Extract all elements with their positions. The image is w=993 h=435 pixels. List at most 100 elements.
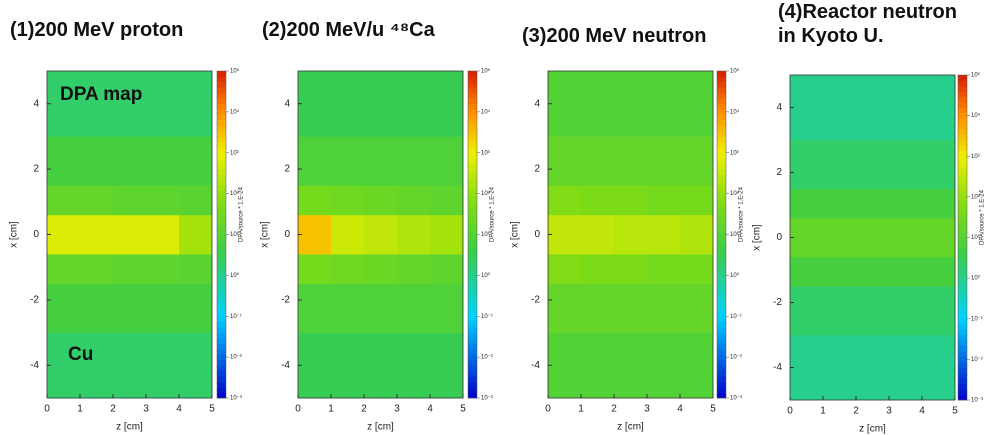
colorbar-segment [717, 103, 726, 110]
heatmap-cell [397, 214, 431, 255]
colorbar-segment [958, 378, 967, 385]
colorbar-segment [717, 98, 726, 104]
colorbar-segment [217, 180, 226, 186]
colorbar-segment [468, 370, 477, 377]
colorbar-tick-label: 10⁵ [730, 68, 740, 75]
colorbar-segment [468, 283, 477, 290]
y-tick-label: 2 [776, 167, 782, 178]
colorbar-segment [468, 278, 477, 284]
colorbar-segment [217, 310, 226, 317]
heatmap-cell [80, 136, 114, 186]
y-tick-label: -4 [773, 362, 782, 373]
colorbar-tick-label: 10⁰ [481, 272, 491, 279]
heatmap-cell [113, 332, 147, 399]
colorbar-label: DPA/source * 1.E-24 [239, 186, 245, 242]
colorbar-segment [717, 327, 726, 333]
colorbar-tick-label: 10¹ [730, 232, 739, 238]
colorbar-segment [717, 348, 726, 355]
heatmap-cell [113, 214, 147, 255]
colorbar-tick-label: 10⁴ [971, 112, 981, 119]
heatmap-cell [548, 185, 582, 216]
heatmap-cell [680, 254, 714, 284]
y-tick-label: -2 [281, 295, 290, 306]
x-tick-label: 3 [143, 404, 149, 415]
heatmap-cell [331, 214, 365, 255]
colorbar-segment [958, 275, 967, 282]
colorbar-segment [717, 392, 726, 399]
heatmap-cell [647, 283, 681, 333]
colorbar-label: DPA/source * 1.E-24 [490, 186, 496, 242]
colorbar-segment [958, 270, 967, 276]
colorbar-segment [217, 125, 226, 132]
y-tick-label: 0 [33, 229, 39, 240]
colorbar-segment [217, 207, 226, 213]
colorbar-segment [217, 81, 226, 88]
colorbar-segment [468, 103, 477, 110]
heatmap-cell [856, 188, 890, 219]
colorbar-segment [958, 356, 967, 363]
heatmap-cell [364, 332, 398, 399]
x-tick-label: 5 [710, 404, 716, 415]
colorbar-segment [217, 174, 226, 181]
y-axis-label: x [cm] [752, 224, 763, 251]
heatmap-cell [856, 218, 890, 258]
heatmap-cell [179, 136, 213, 186]
colorbar-segment [217, 98, 226, 104]
x-tick-label: 1 [77, 404, 83, 415]
heatmap-cell [790, 140, 824, 190]
colorbar-segment [958, 205, 967, 211]
heatmap-cell [298, 136, 332, 186]
heatmap-cell [397, 283, 431, 333]
x-tick-label: 2 [361, 404, 367, 415]
heatmap-cell [364, 283, 398, 333]
colorbar-segment [958, 318, 967, 325]
heatmap-cell [430, 214, 464, 255]
colorbar-segment [217, 190, 226, 197]
colorbar-segment [958, 177, 967, 184]
colorbar-segment [468, 76, 477, 83]
colorbar-segment [958, 351, 967, 357]
colorbar-tick-label: 10⁻¹ [230, 314, 242, 320]
colorbar-segment [468, 392, 477, 399]
colorbar-segment [468, 316, 477, 322]
colorbar-segment [717, 169, 726, 175]
panel-title: (1)200 MeV proton [10, 19, 184, 41]
colorbar-segment [468, 245, 477, 252]
colorbar-segment [958, 324, 967, 330]
colorbar-segment [958, 123, 967, 130]
heatmap-cell [680, 214, 714, 255]
heatmap-cell [331, 254, 365, 284]
colorbar-segment [958, 372, 967, 379]
x-tick-label: 5 [952, 406, 958, 417]
colorbar-segment [958, 215, 967, 222]
heatmap-cell [680, 185, 714, 216]
heatmap-cell [614, 214, 648, 255]
colorbar-segment [468, 212, 477, 219]
colorbar-segment [717, 229, 726, 235]
x-tick-label: 2 [853, 406, 859, 417]
colorbar-segment [217, 354, 226, 361]
colorbar-segment [717, 338, 726, 344]
heatmap-cell [922, 257, 956, 287]
colorbar-segment [958, 329, 967, 336]
colorbar-segment [217, 114, 226, 121]
colorbar-segment [958, 383, 967, 390]
colorbar-tick-label: 10⁵ [481, 68, 491, 75]
colorbar-segment [217, 158, 226, 164]
heatmap-cell [581, 332, 615, 399]
colorbar-segment [958, 140, 967, 146]
colorbar-tick-label: 10¹ [481, 232, 490, 238]
heatmap-cell [581, 136, 615, 186]
heatmap-cell [823, 286, 857, 336]
heatmap-cell [146, 283, 180, 333]
colorbar-segment [217, 152, 226, 159]
colorbar-label: DPA/source * 1.E-24 [980, 189, 986, 245]
heatmap-cell [113, 136, 147, 186]
colorbar-segment [958, 232, 967, 238]
heatmap-cell [922, 286, 956, 336]
heatmap-cell [47, 136, 81, 186]
colorbar-segment [717, 278, 726, 284]
x-axis-label: z [cm] [367, 422, 394, 433]
heatmap-cell [298, 254, 332, 284]
heatmap-cell [922, 335, 956, 401]
